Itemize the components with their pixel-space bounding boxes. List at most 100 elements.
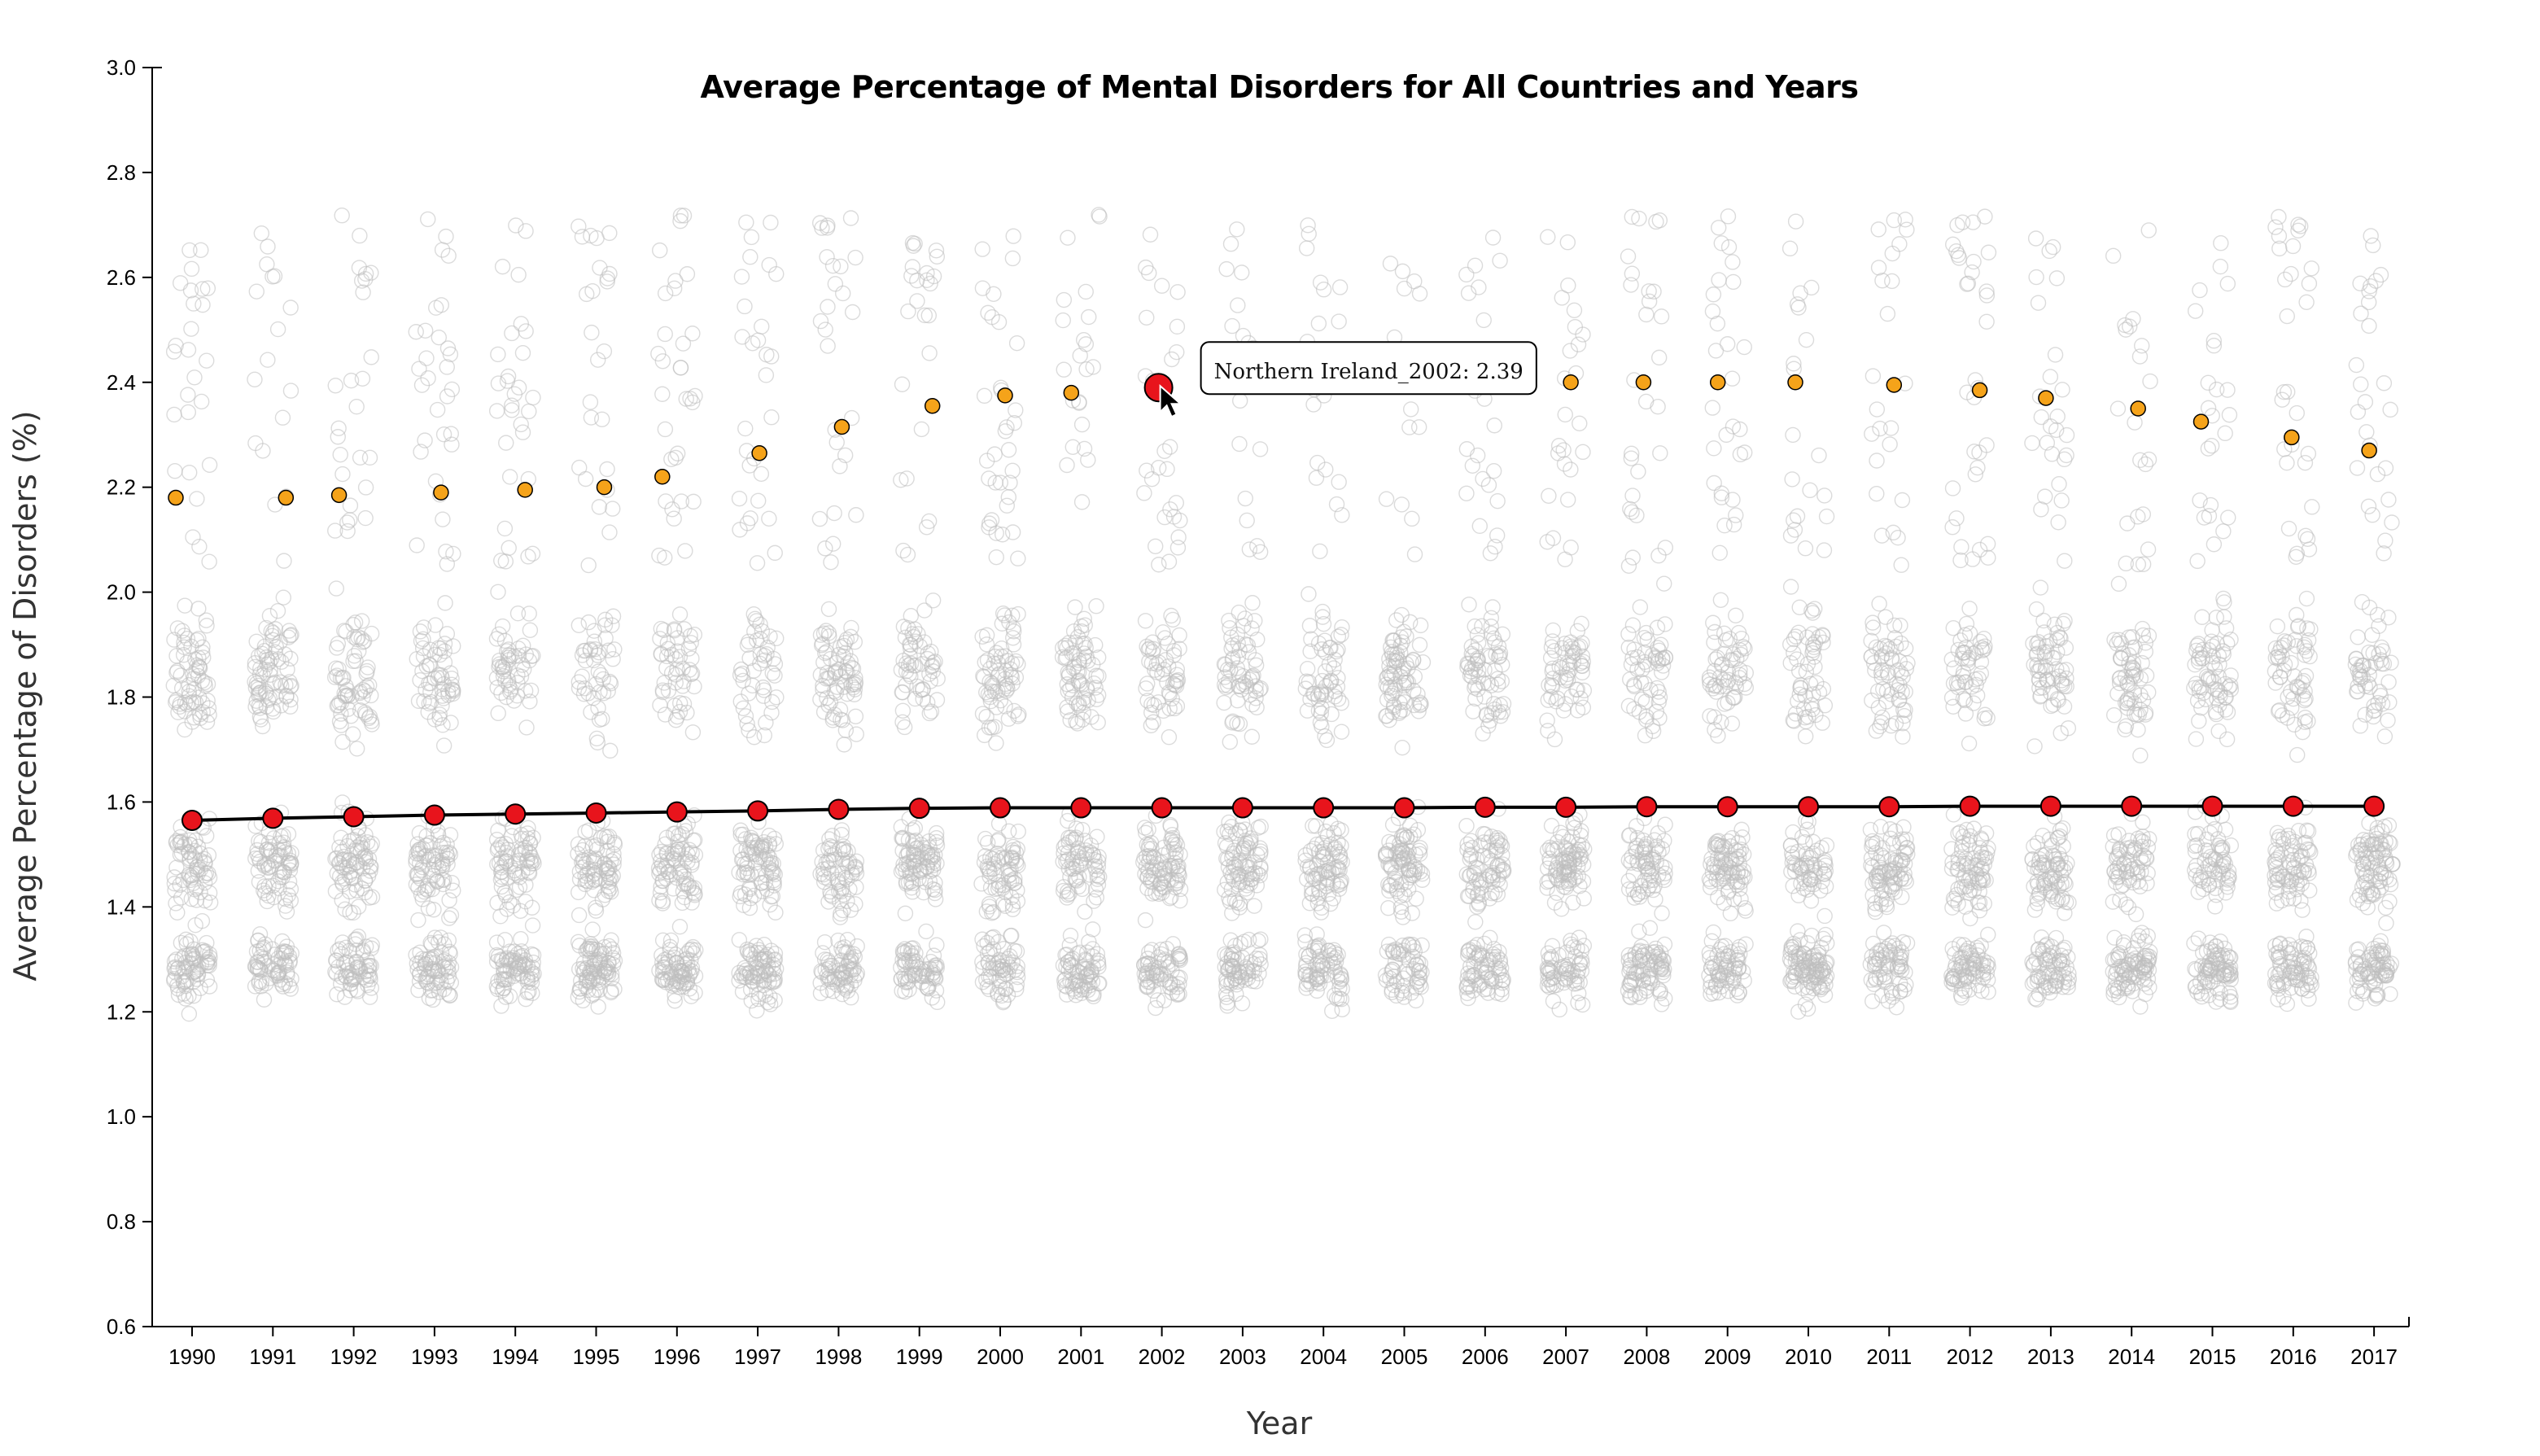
country-point bbox=[439, 837, 455, 853]
country-point bbox=[496, 963, 512, 979]
country-point bbox=[1736, 339, 1752, 356]
country-point bbox=[1060, 230, 1076, 246]
country-point bbox=[763, 409, 780, 426]
country-point bbox=[1244, 728, 1261, 745]
country-point bbox=[199, 352, 215, 369]
country-point bbox=[1162, 816, 1178, 833]
country-point bbox=[278, 903, 295, 920]
country-point bbox=[493, 998, 509, 1014]
country-point bbox=[432, 641, 449, 657]
country-point bbox=[422, 684, 439, 700]
country-point bbox=[250, 933, 266, 949]
country-point bbox=[253, 225, 270, 242]
country-point bbox=[182, 933, 199, 950]
country-point bbox=[282, 852, 299, 869]
country-point bbox=[660, 682, 677, 699]
country-point bbox=[1305, 396, 1322, 413]
country-point bbox=[261, 607, 278, 624]
country-point bbox=[283, 971, 299, 987]
country-point bbox=[1650, 399, 1666, 415]
country-point bbox=[332, 446, 348, 463]
country-point bbox=[742, 947, 759, 963]
country-point bbox=[1620, 557, 1637, 575]
country-point bbox=[1811, 447, 1827, 464]
country-point bbox=[1004, 250, 1021, 267]
country-point bbox=[920, 307, 937, 324]
country-point bbox=[190, 858, 206, 875]
country-point bbox=[673, 493, 690, 509]
country-point bbox=[524, 917, 541, 934]
country-point bbox=[916, 307, 933, 324]
country-point bbox=[1010, 550, 1026, 566]
country-point bbox=[1556, 456, 1573, 472]
country-point bbox=[844, 304, 861, 321]
country-point bbox=[357, 847, 374, 864]
country-point bbox=[188, 892, 205, 908]
country-point bbox=[1489, 527, 1506, 544]
country-point bbox=[1401, 419, 1418, 435]
country-point bbox=[330, 420, 347, 436]
country-point bbox=[675, 660, 691, 677]
country-point bbox=[251, 853, 269, 870]
country-point bbox=[440, 986, 457, 1003]
country-point bbox=[1148, 999, 1164, 1017]
country-point bbox=[590, 700, 606, 716]
country-point bbox=[1713, 489, 1730, 505]
country-point bbox=[330, 942, 346, 959]
country-point bbox=[763, 348, 780, 365]
country-point bbox=[743, 229, 760, 246]
country-point bbox=[1139, 309, 1155, 326]
country-point bbox=[188, 859, 205, 876]
country-point bbox=[1882, 420, 1900, 436]
country-point bbox=[186, 369, 203, 386]
country-point bbox=[652, 242, 668, 259]
country-point bbox=[181, 464, 198, 481]
country-point bbox=[339, 514, 356, 531]
country-point bbox=[571, 459, 588, 476]
country-point bbox=[1624, 488, 1641, 504]
country-point bbox=[657, 956, 674, 973]
country-point bbox=[604, 617, 620, 633]
country-point bbox=[509, 605, 527, 622]
country-point bbox=[571, 617, 588, 633]
country-point bbox=[195, 639, 211, 655]
country-point bbox=[169, 981, 186, 997]
country-point bbox=[1458, 485, 1475, 501]
country-point bbox=[1301, 586, 1317, 602]
country-point bbox=[767, 656, 784, 672]
country-point bbox=[655, 972, 672, 989]
country-point bbox=[897, 905, 914, 921]
country-point bbox=[1218, 260, 1235, 278]
country-point bbox=[599, 461, 615, 478]
country-point bbox=[281, 977, 298, 994]
country-point bbox=[976, 387, 993, 404]
country-point bbox=[1136, 485, 1152, 501]
country-point bbox=[669, 661, 685, 678]
country-point bbox=[1725, 254, 1741, 270]
country-point bbox=[186, 295, 202, 312]
country-point bbox=[671, 703, 689, 720]
country-point bbox=[1879, 305, 1896, 322]
country-point bbox=[1705, 614, 1721, 631]
country-point bbox=[331, 868, 348, 885]
country-point bbox=[248, 633, 264, 649]
country-point bbox=[166, 953, 183, 970]
country-point bbox=[1709, 315, 1726, 332]
country-point bbox=[1317, 728, 1333, 745]
country-point bbox=[1475, 725, 1491, 742]
country-point bbox=[1630, 463, 1646, 480]
country-point bbox=[592, 684, 608, 700]
country-point bbox=[652, 697, 668, 714]
country-point bbox=[260, 238, 276, 255]
country-point bbox=[675, 868, 692, 885]
country-point bbox=[177, 597, 193, 614]
country-point bbox=[280, 629, 297, 645]
country-point bbox=[1396, 280, 1413, 297]
country-point bbox=[500, 368, 517, 385]
country-point bbox=[429, 401, 446, 418]
country-point bbox=[1656, 575, 1672, 592]
country-point bbox=[177, 836, 193, 853]
country-point bbox=[847, 708, 864, 724]
country-point bbox=[665, 825, 682, 842]
country-point bbox=[259, 651, 276, 668]
